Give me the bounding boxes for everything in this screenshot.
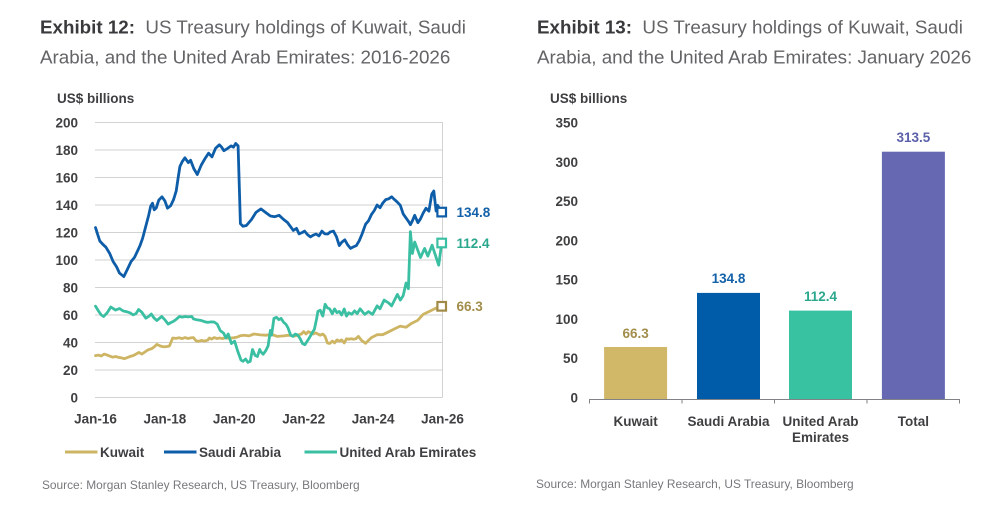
svg-text:Saudi Arabia: Saudi Arabia: [199, 445, 282, 460]
svg-text:112.4: 112.4: [457, 236, 491, 251]
svg-text:Total: Total: [898, 414, 929, 429]
svg-text:40: 40: [63, 335, 78, 350]
svg-text:Jan-26: Jan-26: [421, 412, 464, 427]
svg-text:0: 0: [70, 390, 78, 405]
svg-text:Source: Morgan Stanley Researc: Source: Morgan Stanley Research, US Trea…: [42, 478, 360, 492]
svg-text:160: 160: [55, 170, 78, 185]
svg-text:50: 50: [563, 351, 578, 366]
svg-text:US$ billions: US$ billions: [57, 91, 134, 106]
svg-text:Source: Morgan Stanley Researc: Source: Morgan Stanley Research, US Trea…: [536, 477, 854, 491]
svg-text:0: 0: [570, 390, 578, 405]
svg-text:Jan-18: Jan-18: [144, 412, 187, 427]
svg-text:Exhibit 12: US Treasury holdi: Exhibit 12: US Treasury holdings of Kuwa…: [40, 17, 466, 38]
svg-text:Kuwait: Kuwait: [613, 414, 658, 429]
svg-text:United Arab: United Arab: [782, 414, 858, 429]
svg-text:United Arab Emirates: United Arab Emirates: [340, 445, 477, 460]
svg-text:100: 100: [555, 312, 578, 327]
svg-text:Jan-20: Jan-20: [213, 412, 256, 427]
svg-text:60: 60: [63, 308, 78, 323]
svg-text:100: 100: [55, 253, 78, 268]
svg-text:Emirates: Emirates: [792, 430, 849, 445]
svg-text:Saudi Arabia: Saudi Arabia: [687, 414, 770, 429]
svg-text:66.3: 66.3: [622, 326, 649, 341]
svg-text:Arabia, and the United Arab Em: Arabia, and the United Arab Emirates: Ja…: [537, 47, 971, 68]
svg-text:Kuwait: Kuwait: [100, 445, 145, 460]
svg-text:Exhibit 13: US Treasury holdi: Exhibit 13: US Treasury holdings of Kuwa…: [537, 17, 963, 38]
svg-text:134.8: 134.8: [457, 205, 491, 220]
svg-text:120: 120: [55, 225, 78, 240]
svg-text:US$ billions: US$ billions: [550, 91, 627, 106]
svg-text:66.3: 66.3: [457, 299, 484, 314]
svg-text:112.4: 112.4: [804, 289, 838, 304]
svg-text:Jan-16: Jan-16: [74, 412, 117, 427]
svg-text:180: 180: [55, 143, 78, 158]
svg-text:300: 300: [555, 155, 578, 170]
svg-text:Arabia, and the United Arab Em: Arabia, and the United Arab Emirates: 20…: [40, 47, 450, 68]
svg-text:200: 200: [55, 115, 78, 130]
svg-text:Jan-22: Jan-22: [282, 412, 325, 427]
svg-text:20: 20: [63, 363, 78, 378]
svg-text:250: 250: [555, 194, 578, 209]
svg-text:313.5: 313.5: [897, 130, 931, 145]
svg-text:134.8: 134.8: [712, 271, 746, 286]
svg-text:Jan-24: Jan-24: [352, 412, 395, 427]
svg-text:80: 80: [63, 280, 78, 295]
svg-text:150: 150: [555, 273, 578, 288]
svg-text:200: 200: [555, 233, 578, 248]
svg-text:140: 140: [55, 198, 78, 213]
svg-text:350: 350: [555, 116, 578, 131]
